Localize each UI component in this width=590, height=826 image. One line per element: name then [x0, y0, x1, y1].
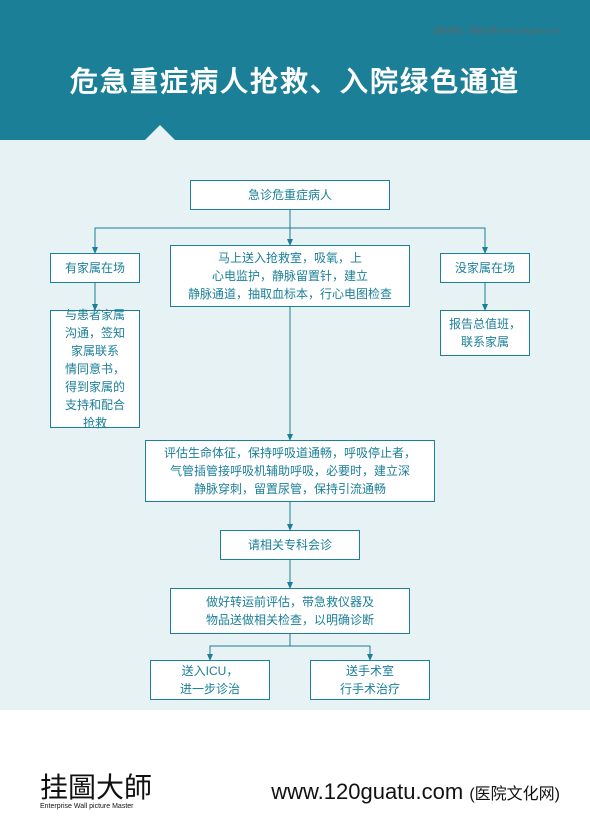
footer: 挂圖大師 Enterprise Wall picture Master www.… [0, 758, 590, 826]
flow-node-end2: 送手术室行手术治疗 [310, 660, 430, 700]
flowchart: 急诊危重症病人有家属在场马上送入抢救室，吸氧，上心电监护，静脉留置针，建立静脉通… [0, 140, 590, 710]
footer-url: www.120guatu.com (医院文化网) [271, 779, 560, 805]
watermark: 版权所有：挂图大师 www.120guatu.com [434, 26, 560, 36]
flow-node-mid4: 做好转运前评估，带急救仪器及物品送做相关检查，以明确诊断 [170, 588, 410, 634]
flow-node-end1: 送入ICU，进一步诊治 [150, 660, 270, 700]
flow-node-right2: 报告总值班，联系家属 [440, 310, 530, 356]
flow-node-left2: 与患者家属沟通，签知家属联系情同意书，得到家属的支持和配合抢救 [50, 310, 140, 428]
page-title: 危急重症病人抢救、入院绿色通道 [0, 0, 590, 140]
url-tag: (医院文化网) [469, 786, 560, 803]
flow-node-right1: 没家属在场 [440, 253, 530, 283]
flow-node-mid1: 马上送入抢救室，吸氧，上心电监护，静脉留置针，建立静脉通道，抽取血标本，行心电图… [170, 245, 410, 307]
footer-logo: 挂圖大師 Enterprise Wall picture Master [40, 775, 152, 810]
flow-node-mid3: 请相关专科会诊 [220, 530, 360, 560]
flow-node-mid2: 评估生命体征，保持呼吸道通畅，呼吸停止者，气管插管接呼吸机辅助呼吸，必要时，建立… [145, 440, 435, 502]
flow-node-left1: 有家属在场 [50, 253, 140, 283]
url-text: www.120guatu.com [271, 779, 463, 804]
edge-mid4-end2 [290, 646, 370, 660]
edge-mid4-end1 [210, 634, 290, 660]
logo-sub: Enterprise Wall picture Master [40, 803, 152, 810]
flow-node-start: 急诊危重症病人 [190, 180, 390, 210]
logo-main: 挂圖大師 [40, 773, 152, 804]
header-pointer [145, 125, 175, 140]
